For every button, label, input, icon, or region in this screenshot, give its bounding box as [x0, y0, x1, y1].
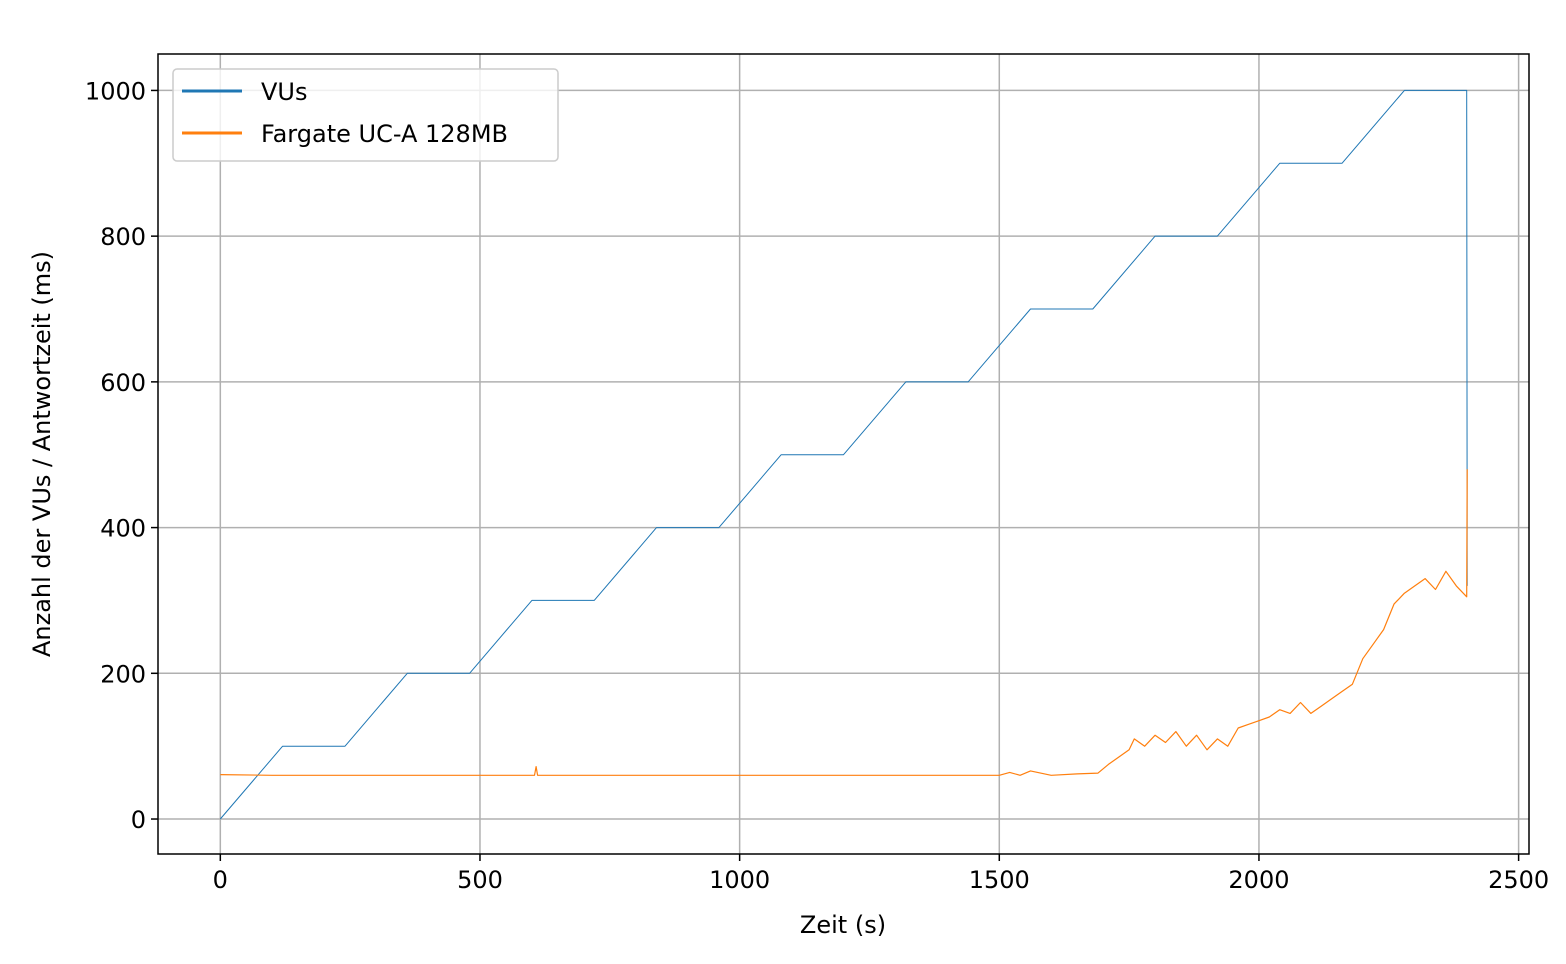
- x-tick-label: 1500: [969, 866, 1030, 894]
- ticks: 0 500 1000 1500 2000 2500 0 200 400 600 800 1000: [85, 77, 1549, 894]
- x-tick-label: 2500: [1488, 866, 1549, 894]
- x-tick-label: 0: [213, 866, 228, 894]
- y-tick-label: 0: [131, 806, 146, 834]
- series-line-fargate: [220, 469, 1468, 776]
- x-tick-label: 2000: [1228, 866, 1289, 894]
- y-axis-label: Anzahl der VUs / Antwortzeit (ms): [28, 251, 56, 657]
- y-tick-label: 600: [100, 369, 146, 397]
- x-tick-label: 1000: [709, 866, 770, 894]
- x-tick-label: 500: [457, 866, 503, 894]
- plot-frame: [157, 53, 1530, 855]
- y-tick-label: 400: [100, 515, 146, 543]
- legend: VUs Fargate UC-A 128MB: [172, 68, 559, 162]
- series-line-vus: [219, 89, 1468, 820]
- grid: [158, 54, 1529, 854]
- series-layer: [219, 89, 1468, 820]
- legend-label-fargate: Fargate UC-A 128MB: [261, 120, 508, 148]
- y-tick-label: 800: [100, 223, 146, 251]
- y-tick-label: 200: [100, 660, 146, 688]
- x-axis-label: Zeit (s): [800, 911, 886, 939]
- y-tick-label: 1000: [85, 77, 146, 105]
- legend-box: [172, 68, 559, 162]
- legend-label-vus: VUs: [261, 78, 308, 106]
